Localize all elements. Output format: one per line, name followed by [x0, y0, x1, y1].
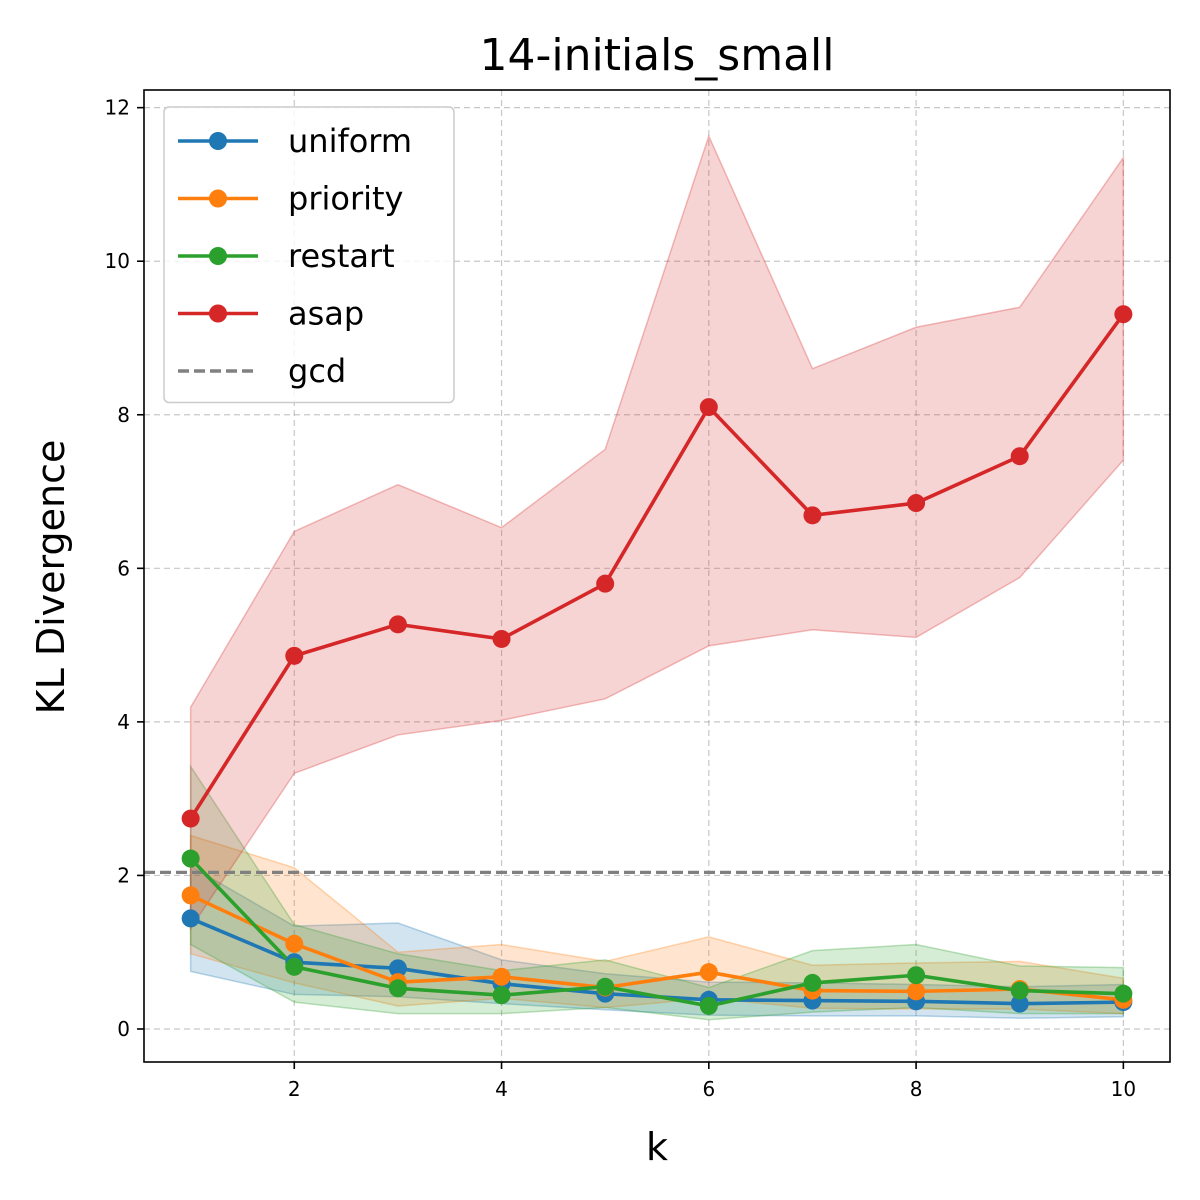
x-tick-label: 2 — [288, 1077, 301, 1101]
plot-frame — [143, 89, 1171, 1063]
asap-point — [907, 494, 926, 513]
y-tick-label: 4 — [117, 710, 130, 734]
legend-label-priority: priority — [288, 180, 403, 218]
legend: uniform priority restart asap gcd — [163, 106, 455, 404]
restart-point — [1010, 981, 1029, 1000]
legend-label-restart: restart — [288, 237, 395, 275]
priority-line — [188, 893, 1126, 1002]
y-tick-label: 8 — [117, 403, 130, 427]
y-tick-label: 2 — [117, 863, 130, 887]
restart-point — [388, 979, 407, 998]
y-tick-label: 10 — [105, 249, 130, 273]
legend-label-asap: asap — [288, 295, 364, 333]
restart-point — [907, 966, 926, 985]
legend-marker-priority — [209, 189, 227, 208]
asap-point — [492, 629, 511, 648]
asap-point — [596, 574, 615, 593]
restart-line — [188, 856, 1126, 1008]
y-tick-label: 0 — [117, 1017, 130, 1041]
asap-point — [1010, 447, 1029, 466]
x-tick-label: 8 — [910, 1077, 923, 1101]
x-tick-label: 10 — [1111, 1077, 1136, 1101]
series-lines — [188, 312, 1126, 1008]
uniform-point — [181, 909, 200, 928]
restart-point — [285, 957, 304, 976]
restart-point — [181, 849, 200, 868]
axis-ticks: 2 4 6 8 10 0 2 4 6 8 10 12 — [105, 96, 1137, 1101]
restart-point — [803, 973, 822, 992]
legend-marker-asap — [209, 304, 227, 323]
y-tick-label: 12 — [105, 96, 130, 120]
legend-box — [163, 106, 455, 404]
x-axis-label: k — [646, 1125, 668, 1169]
restart-band — [189, 763, 1125, 1021]
restart-point — [596, 977, 615, 996]
uniform-point — [388, 959, 407, 978]
priority-point — [492, 967, 511, 986]
y-axis-label: KL Divergence — [29, 440, 73, 715]
asap-point — [1114, 305, 1133, 324]
restart-point — [492, 986, 511, 1005]
priority-point — [181, 886, 200, 905]
priority-point — [285, 934, 304, 953]
asap-point — [388, 615, 407, 634]
restart-point — [699, 996, 718, 1015]
priority-point — [907, 982, 926, 1001]
legend-marker-uniform — [209, 132, 227, 150]
series-points — [181, 305, 1133, 1015]
restart-point — [1114, 984, 1133, 1003]
asap-point — [181, 809, 200, 828]
priority-band — [189, 834, 1125, 1015]
chart-title: 14-initials_small — [480, 30, 835, 81]
asap-point — [285, 646, 304, 665]
legend-label-gcd: gcd — [288, 352, 346, 390]
uniform-point — [1010, 994, 1029, 1013]
x-tick-label: 6 — [702, 1077, 715, 1101]
x-tick-label: 4 — [495, 1077, 508, 1101]
asap-point — [803, 506, 822, 525]
asap-point — [699, 398, 718, 417]
asap-line — [188, 312, 1126, 821]
y-tick-label: 6 — [117, 556, 130, 580]
legend-marker-restart — [209, 247, 227, 265]
legend-label-uniform: uniform — [288, 122, 412, 160]
priority-point — [699, 963, 718, 982]
asap-band — [189, 133, 1125, 931]
